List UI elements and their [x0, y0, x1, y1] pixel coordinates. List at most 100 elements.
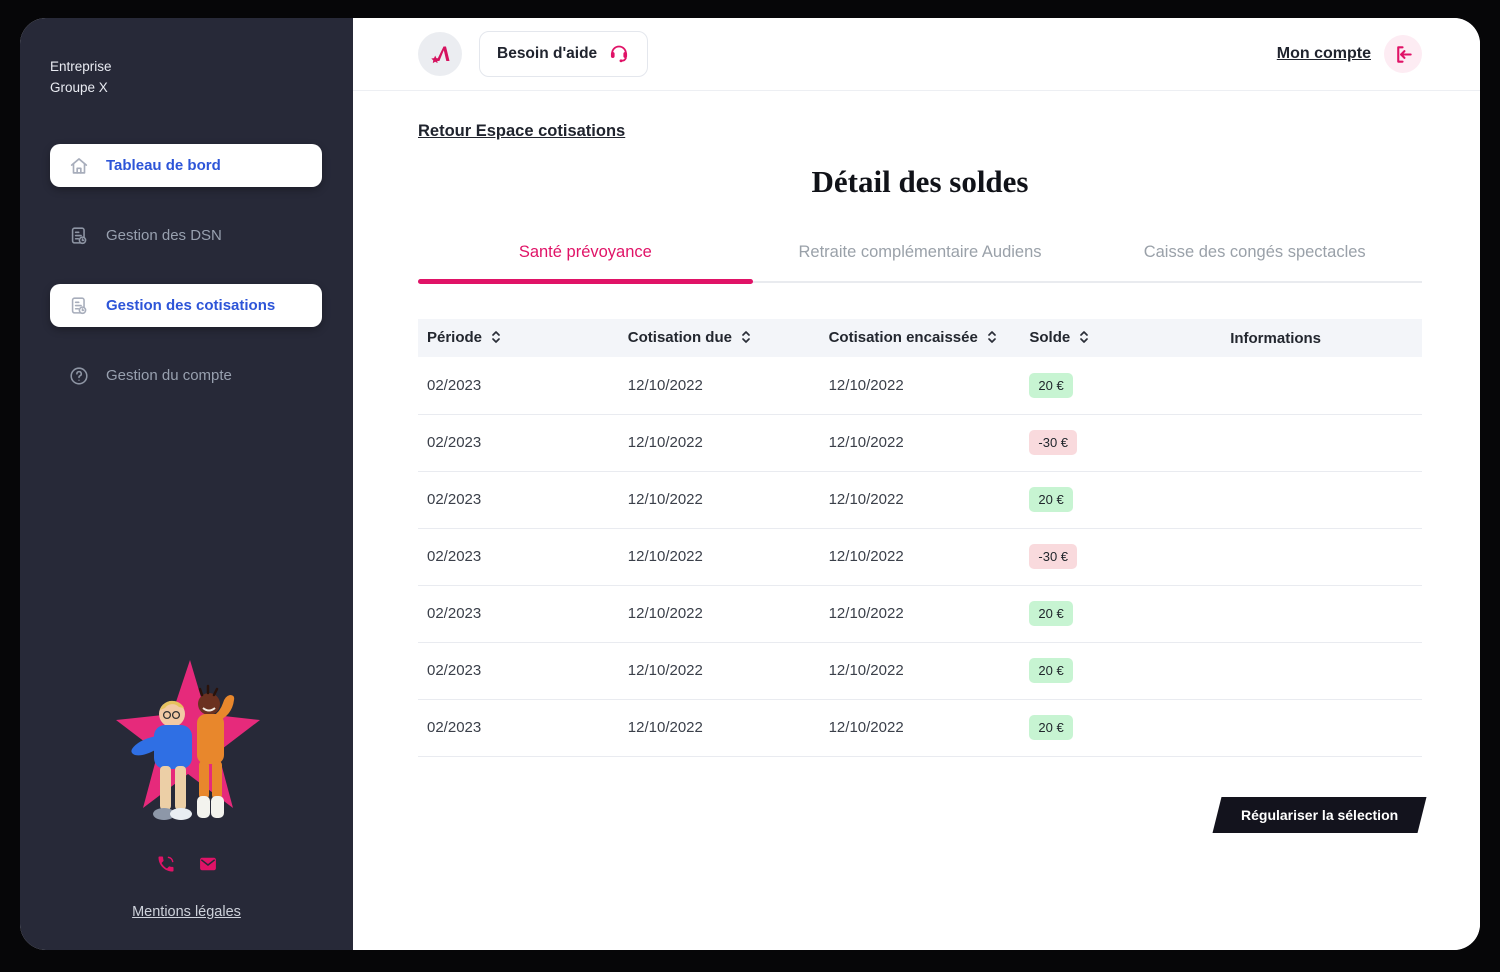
- sort-icon[interactable]: [491, 330, 501, 348]
- back-link[interactable]: Retour Espace cotisations: [418, 122, 626, 140]
- cell-cotisation-encaissee: 12/10/2022: [819, 642, 1021, 700]
- table-row: 02/2023 12/10/2022 12/10/2022 20 €: [418, 699, 1422, 757]
- tab-retraite-complementaire[interactable]: Retraite complémentaire Audiens: [798, 243, 1042, 261]
- cell-solde: -30 €: [1020, 414, 1222, 472]
- cell-periode: 02/2023: [418, 414, 619, 472]
- cell-solde: 20 €: [1020, 357, 1222, 415]
- table-row: 02/2023 12/10/2022 12/10/2022 20 €: [418, 585, 1422, 643]
- topbar: Besoin d'aide Mon compte: [353, 18, 1480, 91]
- sidebar-item-gestion-dsn[interactable]: Gestion des DSN: [50, 214, 322, 257]
- sidebar-item-label: Gestion des DSN: [106, 227, 222, 244]
- cell-cotisation-encaissee: 12/10/2022: [819, 528, 1021, 586]
- cell-periode: 02/2023: [418, 471, 619, 529]
- column-header-informations: Informations: [1221, 319, 1422, 357]
- sidebar: Entreprise Groupe X Tableau de bord: [20, 18, 353, 950]
- account-link[interactable]: Mon compte: [1276, 45, 1371, 62]
- table-actions: Régulariser la sélection: [418, 796, 1427, 833]
- table-row: 02/2023 12/10/2022 12/10/2022 -30 €: [418, 528, 1422, 586]
- cell-cotisation-due: 12/10/2022: [618, 357, 820, 415]
- solde-badge: 20 €: [1029, 658, 1073, 683]
- cell-informations: [1221, 699, 1422, 757]
- sidebar-item-gestion-compte[interactable]: Gestion du compte: [50, 354, 322, 397]
- sort-icon[interactable]: [741, 330, 751, 348]
- sidebar-footer: Mentions légales: [20, 658, 353, 950]
- table-row: 02/2023 12/10/2022 12/10/2022 -30 €: [418, 414, 1422, 472]
- cell-solde: 20 €: [1020, 471, 1222, 529]
- sort-icon[interactable]: [987, 330, 997, 348]
- table-row: 02/2023 12/10/2022 12/10/2022 20 €: [418, 357, 1422, 415]
- cell-periode: 02/2023: [418, 699, 619, 757]
- organization-label: Entreprise Groupe X: [20, 18, 353, 98]
- soldes-table: Période Cotisation due Cotisation encais…: [418, 319, 1422, 757]
- cell-solde: 20 €: [1020, 699, 1222, 757]
- mail-icon[interactable]: [198, 854, 218, 874]
- cell-cotisation-due: 12/10/2022: [618, 414, 820, 472]
- column-header-solde[interactable]: Solde: [1020, 319, 1222, 357]
- cell-cotisation-encaissee: 12/10/2022: [819, 357, 1021, 415]
- logout-icon[interactable]: [1384, 35, 1422, 73]
- legal-link[interactable]: Mentions légales: [132, 904, 241, 920]
- column-header-cotisation-encaissee[interactable]: Cotisation encaissée: [819, 319, 1021, 357]
- regularize-button[interactable]: Régulariser la sélection: [1212, 796, 1427, 833]
- headset-icon: [608, 41, 630, 68]
- home-icon: [67, 154, 91, 178]
- cell-cotisation-due: 12/10/2022: [618, 585, 820, 643]
- column-header-cotisation-due[interactable]: Cotisation due: [618, 319, 820, 357]
- sidebar-item-label: Gestion du compte: [106, 367, 232, 384]
- document-icon: [67, 294, 91, 318]
- cell-cotisation-due: 12/10/2022: [618, 528, 820, 586]
- cell-cotisation-encaissee: 12/10/2022: [819, 585, 1021, 643]
- page-title: Détail des soldes: [811, 164, 1029, 199]
- help-button[interactable]: Besoin d'aide: [479, 31, 649, 77]
- help-button-label: Besoin d'aide: [497, 45, 598, 62]
- contact-icons: [156, 854, 218, 874]
- table-body: 02/2023 12/10/2022 12/10/2022 20 € 02/20…: [418, 357, 1422, 757]
- cell-periode: 02/2023: [418, 642, 619, 700]
- main-area: Besoin d'aide Mon compte: [353, 18, 1480, 950]
- cell-informations: [1221, 471, 1422, 529]
- tab-caisse-conges[interactable]: Caisse des congés spectacles: [1143, 243, 1366, 261]
- cell-informations: [1221, 585, 1422, 643]
- cell-cotisation-due: 12/10/2022: [618, 471, 820, 529]
- cell-solde: 20 €: [1020, 642, 1222, 700]
- cell-solde: -30 €: [1020, 528, 1222, 586]
- help-icon: [67, 364, 91, 388]
- phone-icon[interactable]: [156, 854, 176, 874]
- cell-cotisation-encaissee: 12/10/2022: [819, 699, 1021, 757]
- tab-sante-prevoyance[interactable]: Santé prévoyance: [418, 243, 753, 284]
- column-header-periode[interactable]: Période: [418, 319, 619, 357]
- solde-badge: 20 €: [1029, 372, 1073, 398]
- solde-badge: 20 €: [1029, 487, 1073, 512]
- sidebar-item-label: Tableau de bord: [106, 157, 221, 174]
- regularize-button-label: Régulariser la sélection: [1240, 806, 1398, 823]
- solde-badge: -30 €: [1029, 544, 1078, 569]
- cell-cotisation-encaissee: 12/10/2022: [819, 414, 1021, 472]
- document-icon: [67, 224, 91, 248]
- cell-periode: 02/2023: [418, 528, 619, 586]
- cell-informations: [1221, 642, 1422, 700]
- page-content: Retour Espace cotisations Détail des sol…: [353, 91, 1480, 950]
- sidebar-item-tableau-de-bord[interactable]: Tableau de bord: [50, 144, 322, 187]
- solde-badge: 20 €: [1029, 715, 1073, 740]
- cell-periode: 02/2023: [418, 357, 619, 415]
- characters-illustration: [115, 660, 260, 820]
- table-row: 02/2023 12/10/2022 12/10/2022 20 €: [418, 642, 1422, 700]
- app-window: Entreprise Groupe X Tableau de bord: [20, 18, 1480, 950]
- table-row: 02/2023 12/10/2022 12/10/2022 20 €: [418, 471, 1422, 529]
- cell-informations: [1221, 357, 1422, 415]
- cell-cotisation-encaissee: 12/10/2022: [819, 471, 1021, 529]
- audiens-logo[interactable]: [418, 32, 462, 76]
- cell-informations: [1221, 528, 1422, 586]
- solde-badge: 20 €: [1029, 601, 1073, 626]
- cell-cotisation-due: 12/10/2022: [618, 642, 820, 700]
- topbar-right: Mon compte: [1277, 35, 1422, 73]
- cell-solde: 20 €: [1020, 585, 1222, 643]
- sort-icon[interactable]: [1079, 330, 1089, 348]
- org-line-entreprise: Entreprise: [50, 59, 112, 74]
- sidebar-item-label: Gestion des cotisations: [106, 297, 276, 314]
- org-line-groupe: Groupe X: [50, 80, 108, 95]
- sidebar-item-gestion-cotisations[interactable]: Gestion des cotisations: [50, 284, 322, 327]
- table-header: Période Cotisation due Cotisation encais…: [418, 319, 1422, 357]
- tab-bar: Santé prévoyance Retraite complémentaire…: [418, 243, 1422, 284]
- cell-cotisation-due: 12/10/2022: [618, 699, 820, 757]
